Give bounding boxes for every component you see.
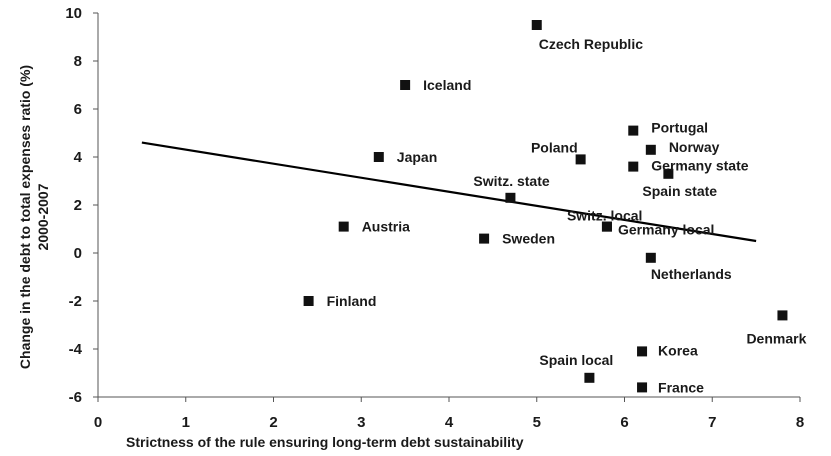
x-tick-label: 1	[182, 414, 190, 431]
data-point	[303, 296, 314, 306]
data-label: Spain state	[642, 183, 717, 199]
data-label: Norway	[669, 139, 720, 155]
data-point	[637, 346, 648, 357]
y-tick-label: -4	[69, 341, 83, 358]
data-label: Czech Republic	[539, 36, 643, 52]
data-point	[531, 20, 542, 30]
data-label: Germany state	[651, 158, 748, 174]
x-tick-label: 6	[620, 414, 628, 431]
data-point	[628, 125, 639, 136]
data-point	[373, 152, 384, 162]
y-tick-label: 2	[74, 197, 82, 214]
y-tick-label: 6	[74, 101, 82, 118]
x-tick-label: 4	[445, 414, 454, 431]
y-axis-label-line: Change in the debt to total expenses rat…	[17, 65, 33, 369]
data-label: Netherlands	[651, 266, 732, 282]
data-point	[601, 221, 612, 232]
data-point	[637, 382, 648, 393]
data-point	[628, 161, 639, 172]
data-label: Japan	[397, 149, 437, 165]
y-axis-label-line: 2000-2007	[35, 183, 51, 250]
data-label: Poland	[531, 139, 578, 155]
x-axis-label: Strictness of the rule ensuring long-ter…	[126, 434, 524, 450]
trendline	[141, 141, 757, 243]
axes	[97, 13, 800, 398]
data-label: Finland	[327, 293, 377, 309]
data-point	[663, 168, 674, 179]
data-label: Germany local	[618, 222, 715, 238]
data-point	[777, 310, 788, 321]
x-tick-label: 8	[796, 414, 804, 431]
data-label: Portugal	[651, 120, 708, 136]
x-ticks: 0 1 2 3 4 5 6 7 8	[94, 397, 804, 431]
x-tick-label: 5	[533, 414, 541, 431]
data-point	[338, 221, 349, 232]
data-label: France	[658, 379, 704, 395]
data-point	[584, 372, 595, 383]
data-points	[303, 20, 788, 393]
y-tick-label: -2	[69, 293, 82, 310]
data-label: Austria	[362, 219, 410, 235]
x-tick-label: 0	[94, 414, 102, 431]
data-point	[645, 252, 656, 263]
data-label: Switz. state	[473, 173, 549, 189]
y-ticks: -6 -4 -2 0 2 4 6 8 10	[65, 5, 98, 406]
x-tick-label: 3	[357, 414, 365, 431]
x-tick-label: 7	[708, 414, 716, 431]
data-point	[479, 233, 490, 244]
x-tick-label: 2	[269, 414, 277, 431]
data-point	[400, 80, 411, 90]
data-label: Spain local	[539, 352, 613, 368]
y-tick-label: 8	[74, 53, 82, 70]
data-label: Switz. local	[567, 208, 642, 224]
data-label: Sweden	[502, 231, 555, 247]
data-label: Denmark	[746, 330, 806, 346]
data-point	[575, 154, 586, 165]
data-point	[645, 144, 656, 155]
data-label: Korea	[658, 342, 698, 358]
point-labels: Czech Republic Iceland Portugal Norway Polan…	[327, 36, 807, 395]
y-axis-label: Change in the debt to total expenses rat…	[17, 65, 51, 369]
y-tick-label: 0	[74, 245, 82, 262]
y-tick-label: -6	[69, 389, 82, 406]
y-tick-label: 10	[65, 5, 82, 22]
data-point	[505, 192, 516, 203]
y-tick-label: 4	[74, 149, 83, 166]
data-label: Iceland	[423, 77, 471, 93]
